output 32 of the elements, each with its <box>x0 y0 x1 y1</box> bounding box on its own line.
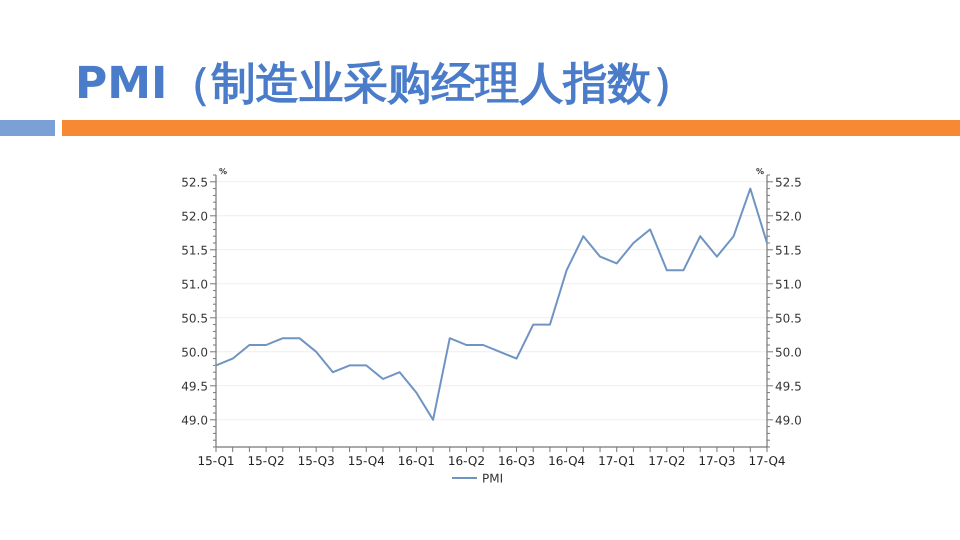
y2-tick-label: 49.5 <box>775 379 802 394</box>
x-tick-label: 17-Q2 <box>648 454 686 468</box>
y2-tick-label: 51.0 <box>775 277 802 292</box>
x-tick-label: 17-Q1 <box>598 454 636 468</box>
y-tick-label: 50.5 <box>181 311 208 326</box>
x-tick-label: 16-Q3 <box>498 454 536 468</box>
y2-tick-label: 52.5 <box>775 175 802 190</box>
x-tick-label: 17-Q4 <box>748 454 786 468</box>
x-tick-label: 16-Q2 <box>448 454 486 468</box>
y2-tick-label: 50.5 <box>775 311 802 326</box>
y2-tick-label: 52.0 <box>775 209 802 224</box>
y-tick-label: 51.0 <box>181 277 208 292</box>
y2-tick-label: 49.0 <box>775 413 802 428</box>
y-tick-label: 49.5 <box>181 379 208 394</box>
legend-label: PMI <box>482 472 504 486</box>
y2-axis-title: % <box>756 167 764 176</box>
y-axis-title: % <box>219 167 228 176</box>
x-tick-label: 16-Q1 <box>398 454 435 468</box>
y-tick-label: 49.0 <box>181 413 208 428</box>
y-tick-label: 52.5 <box>181 175 208 190</box>
y-tick-label: 52.0 <box>181 209 208 224</box>
x-tick-label: 16-Q4 <box>548 454 586 468</box>
chart-title: PMI（制造业采购经理人指数） <box>75 58 696 109</box>
x-tick-label: 17-Q3 <box>698 454 736 468</box>
y2-tick-label: 51.5 <box>775 243 802 258</box>
x-tick-label: 15-Q2 <box>248 454 285 468</box>
y-tick-label: 51.5 <box>181 243 208 258</box>
x-tick-label: 15-Q4 <box>348 454 385 468</box>
x-tick-label: 15-Q3 <box>298 454 335 468</box>
y-tick-label: 50.0 <box>181 345 208 360</box>
y2-tick-label: 50.0 <box>775 345 802 360</box>
x-tick-label: 15-Q1 <box>197 454 235 468</box>
